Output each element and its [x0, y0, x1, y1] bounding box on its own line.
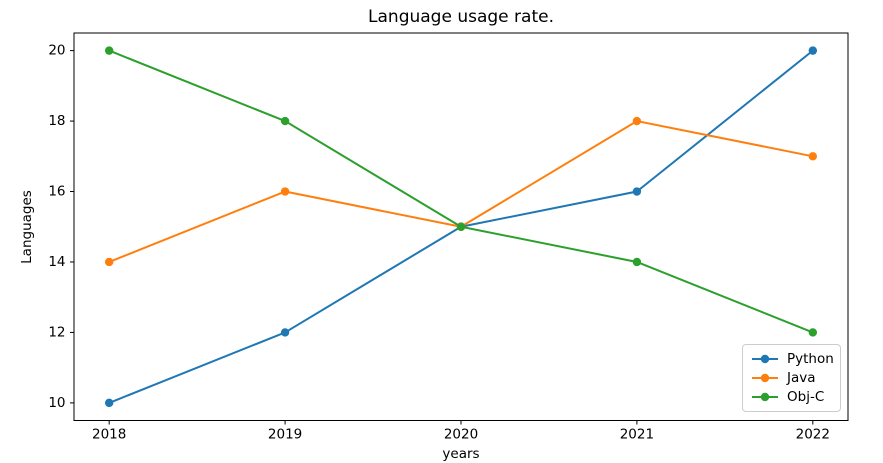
y-tick-label: 12	[48, 324, 65, 340]
y-tick-label: 20	[48, 43, 65, 59]
data-point-python	[632, 187, 642, 196]
legend-swatch-java	[752, 373, 778, 383]
x-axis-label: years	[442, 446, 480, 462]
legend-marker-sample	[760, 354, 770, 363]
legend-swatch-python	[752, 354, 778, 363]
data-point-python	[104, 398, 114, 408]
legend-item-python: Python	[750, 349, 834, 368]
legend: Python Java Obj-C	[742, 344, 841, 412]
chart-title: Language usage rate.	[368, 7, 554, 27]
axes-frame	[73, 32, 849, 421]
data-point-java	[104, 257, 114, 267]
legend-swatch-obj-c	[752, 393, 778, 402]
data-point-obj-c	[632, 257, 642, 267]
x-tick-label: 2021	[620, 427, 654, 443]
y-tick-label: 18	[48, 113, 65, 129]
x-tick-label: 2020	[444, 427, 478, 443]
data-point-java	[632, 116, 642, 126]
data-point-python	[280, 328, 290, 337]
data-point-obj-c	[104, 46, 114, 55]
series-line-java	[108, 120, 814, 263]
y-tick-label: 10	[48, 395, 65, 411]
data-point-java	[280, 187, 290, 196]
legend-label-python: Python	[787, 350, 834, 367]
x-tick-label: 2018	[92, 427, 126, 443]
data-point-obj-c	[808, 328, 818, 337]
data-point-obj-c	[280, 116, 290, 126]
data-point-obj-c	[456, 222, 466, 231]
data-point-java	[808, 152, 818, 161]
data-point-python	[808, 46, 818, 55]
y-tick-label: 16	[48, 184, 65, 200]
series-line-obj-c	[108, 49, 814, 334]
legend-item-obj-c: Obj-C	[750, 388, 833, 407]
legend-label-obj-c: Obj-C	[787, 389, 825, 406]
x-tick-label: 2022	[796, 427, 830, 443]
legend-marker-sample	[760, 373, 770, 383]
x-tick-label: 2019	[268, 427, 302, 443]
legend-marker-sample	[760, 393, 770, 402]
y-axis-label: Languages	[19, 190, 35, 264]
legend-item-java: Java	[750, 368, 833, 387]
legend-label-java: Java	[787, 369, 816, 386]
y-tick-label: 14	[48, 254, 65, 270]
